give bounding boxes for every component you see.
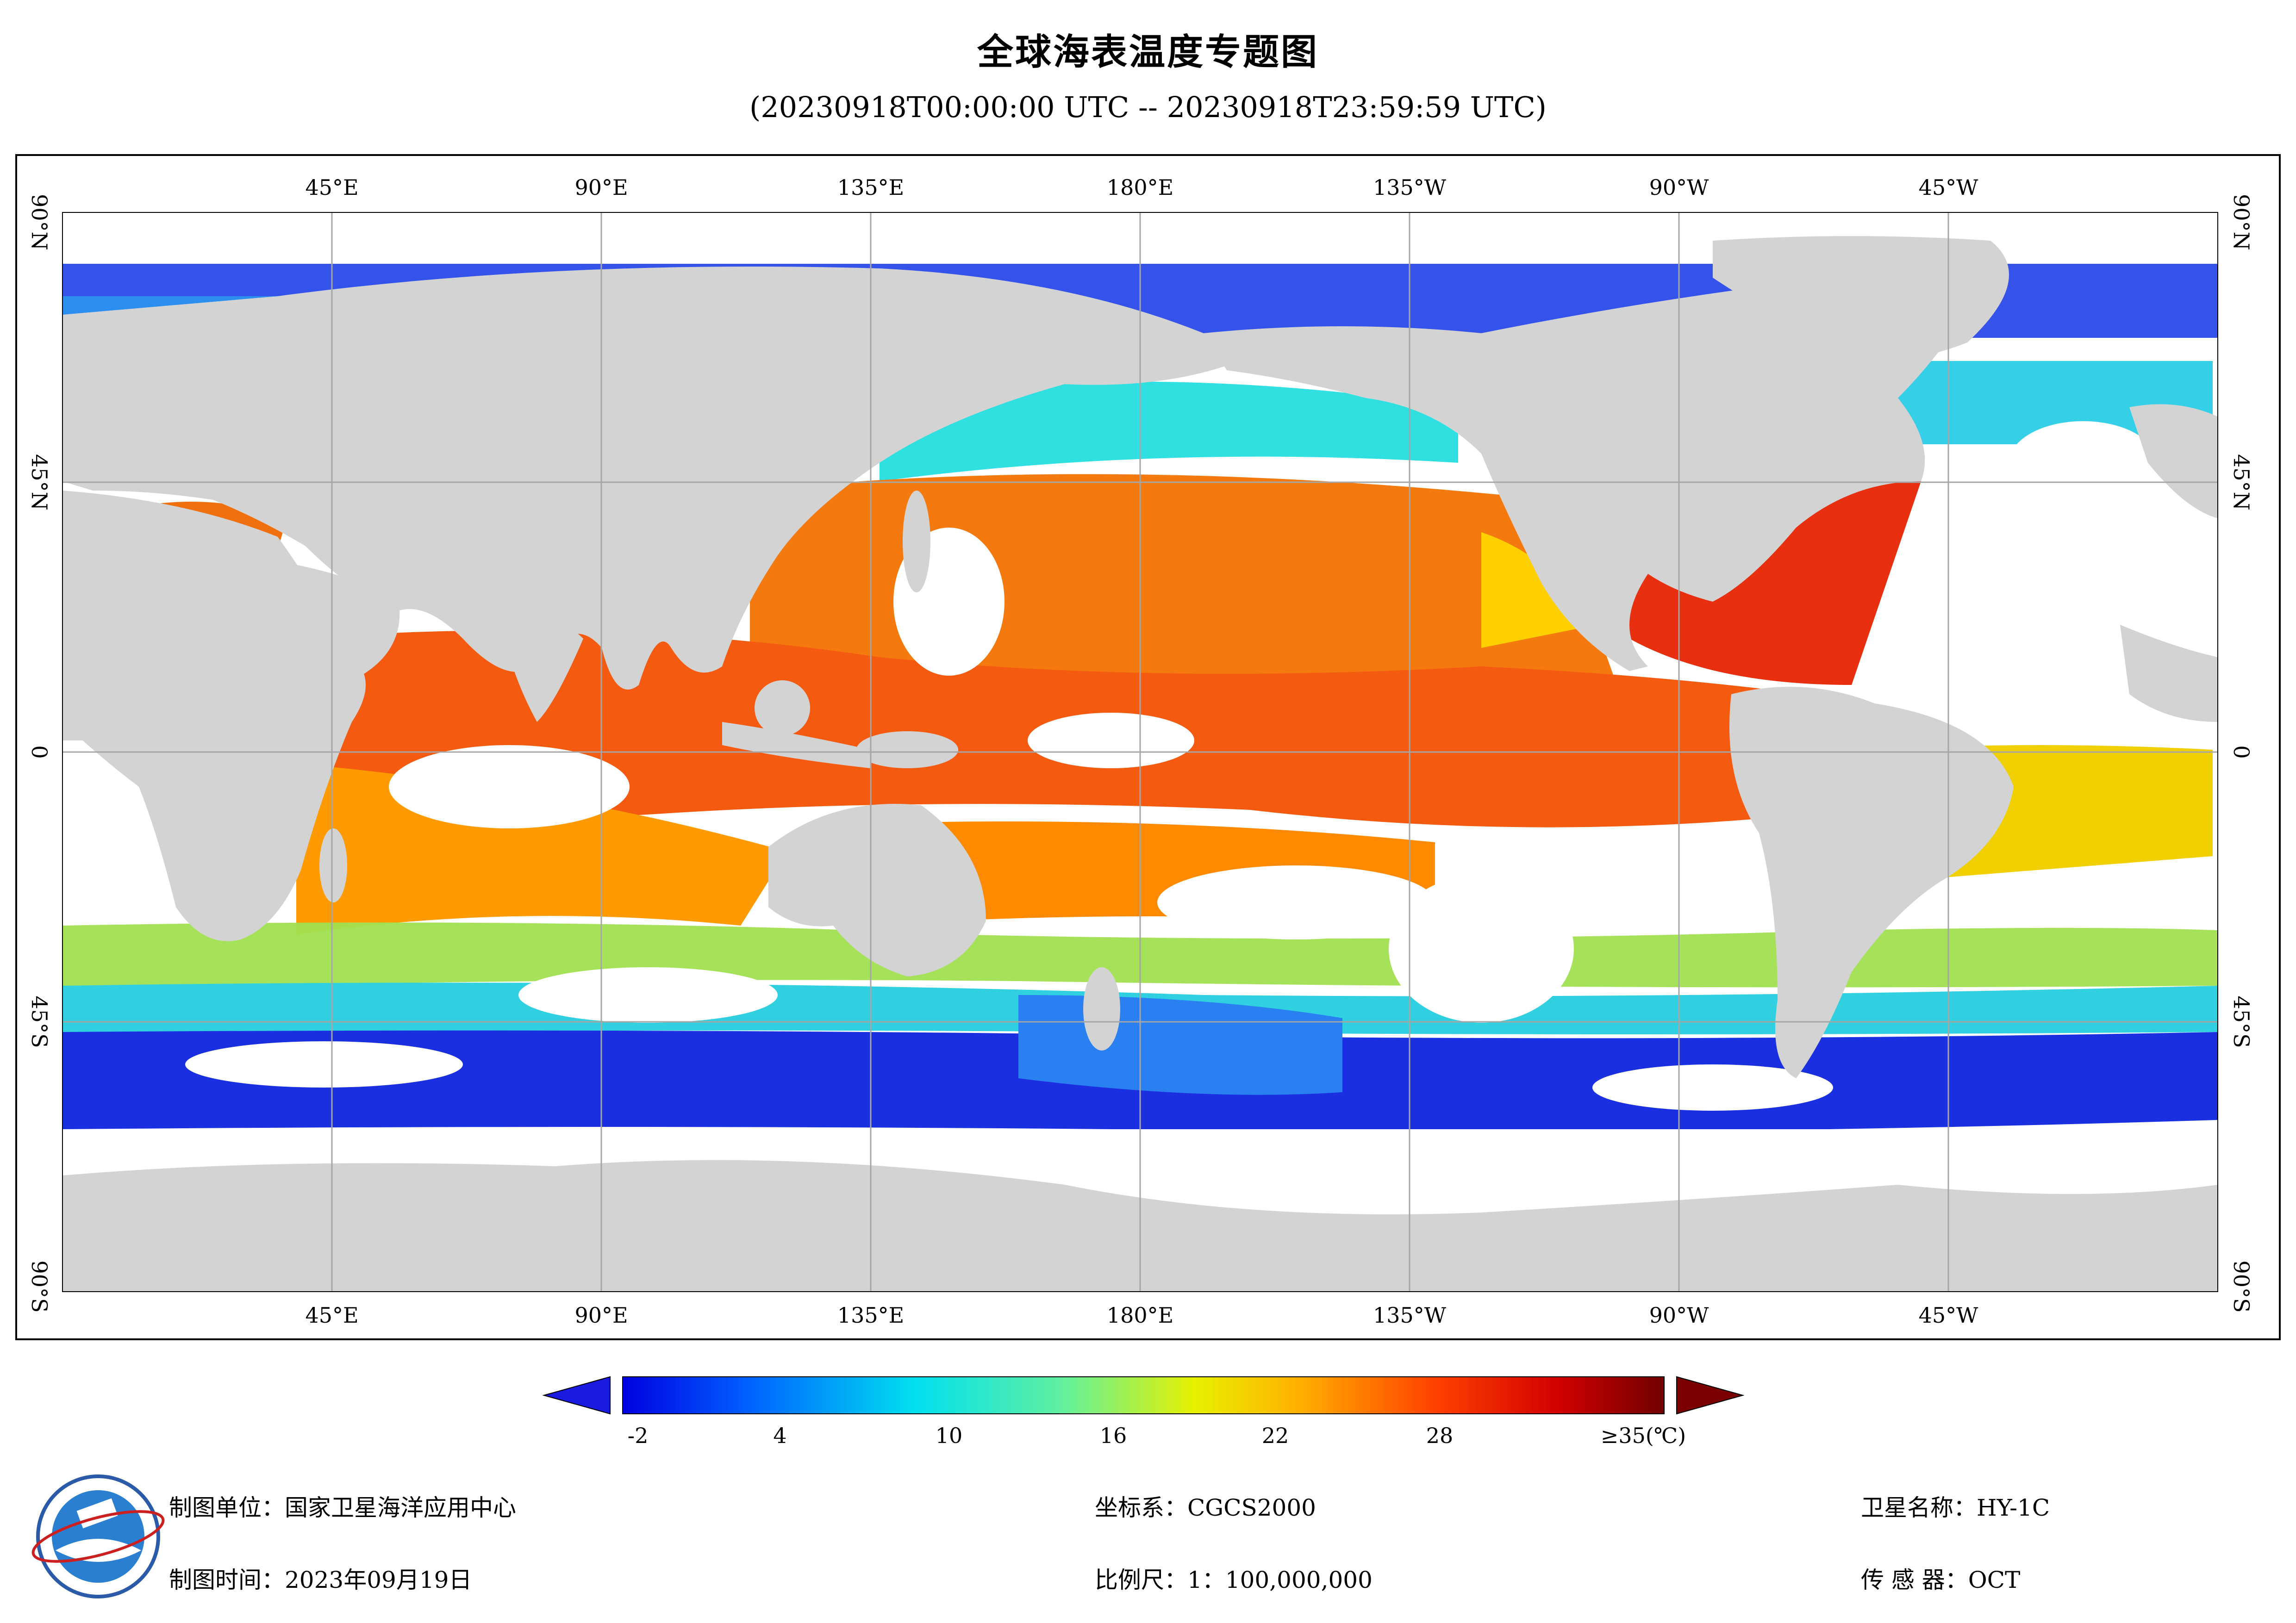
left-lat-label: 90°N — [27, 194, 52, 250]
production-time-label: 制图时间：2023年09月19日 — [169, 1561, 472, 1595]
top-lon-label: 45°W — [1919, 175, 1978, 200]
map-area — [62, 212, 2218, 1292]
bottom-lon-label: 135°E — [837, 1303, 904, 1328]
colorbar-tick-label: 10 — [936, 1423, 963, 1448]
right-lat-label: 90°N — [2229, 194, 2254, 250]
colorbar-ramp — [623, 1377, 1664, 1414]
sensor-label: 传 感 器：OCT — [1861, 1561, 2020, 1595]
land-japan — [903, 491, 930, 592]
left-lat-label: 0 — [27, 745, 52, 759]
crs-label: 坐标系：CGCS2000 — [1095, 1489, 1316, 1523]
top-lon-label: 180°E — [1107, 175, 1173, 200]
left-lat-label: 45°S — [27, 995, 52, 1048]
colorbar-tick-label: 22 — [1262, 1423, 1289, 1448]
bottom-lon-label: 45°W — [1919, 1303, 1978, 1328]
right-lat-label: 0 — [2229, 745, 2254, 759]
bottom-lon-label: 180°E — [1107, 1303, 1173, 1328]
right-lat-label: 90°S — [2229, 1260, 2254, 1312]
top-lon-label: 135°E — [837, 175, 904, 200]
land-borneo — [755, 680, 810, 736]
land-madagascar — [319, 828, 347, 902]
scale-label: 比例尺：1：100,000,000 — [1095, 1561, 1373, 1595]
land-new-zealand — [1083, 967, 1120, 1051]
bottom-lon-label: 45°E — [305, 1303, 358, 1328]
top-lon-label: 90°E — [574, 175, 628, 200]
colorbar-tick-label: 16 — [1100, 1423, 1127, 1448]
producer-label: 制图单位：国家卫星海洋应用中心 — [169, 1489, 516, 1523]
colorbar-right-arrow — [1677, 1377, 1743, 1414]
colorbar-left-arrow — [544, 1377, 610, 1414]
left-lat-label: 90°S — [27, 1260, 52, 1312]
bottom-lon-label: 90°E — [574, 1303, 628, 1328]
right-lat-label: 45°N — [2229, 454, 2254, 510]
satellite-label: 卫星名称：HY-1C — [1861, 1489, 2050, 1523]
right-lat-label: 45°S — [2229, 995, 2254, 1048]
land-africa-west — [62, 500, 104, 740]
left-lat-label: 45°N — [27, 454, 52, 510]
bottom-lon-label: 135°W — [1373, 1303, 1446, 1328]
colorbar-tick-label: -2 — [628, 1423, 649, 1448]
land-new-guinea — [856, 731, 958, 768]
bottom-lon-label: 90°W — [1649, 1303, 1709, 1328]
top-lon-label: 90°W — [1649, 175, 1709, 200]
top-lon-label: 45°E — [305, 175, 358, 200]
colorbar — [544, 1377, 1743, 1414]
top-lon-label: 135°W — [1373, 175, 1446, 200]
colorbar-tick-label: 4 — [773, 1423, 786, 1448]
soa-logo — [29, 1476, 168, 1597]
colorbar-tick-label: ≥35(℃) — [1601, 1423, 1686, 1448]
colorbar-tick-label: 28 — [1426, 1423, 1454, 1448]
